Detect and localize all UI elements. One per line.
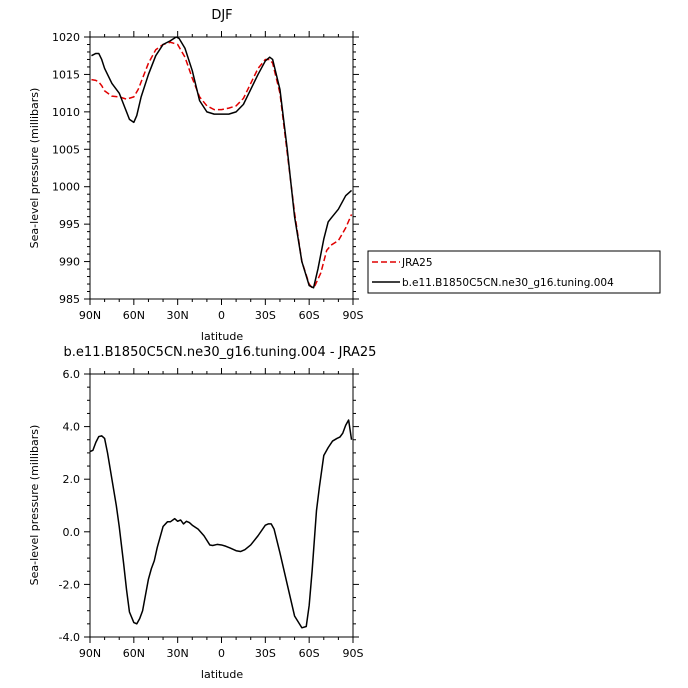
difference-x-tick-label: 60N [123,647,145,660]
pressure-y-tick-label: 1005 [52,143,80,156]
pressure-x-tick-label: 30S [255,309,276,322]
difference-y-axis-label: Sea-level pressure (millibars) [28,425,41,586]
difference-x-tick-label: 0 [218,647,225,660]
pressure-x-axis-label: latitude [201,330,243,343]
pressure-x-tick-label: 60N [123,309,145,322]
pressure-panel: DJF 90N 60N 30N 0 30S 60S 90S 985 990 995 1000 1005… [28,8,364,343]
pressure-y-tick-label: 985 [59,293,80,306]
difference-y-tick-label: 2.0 [63,473,81,486]
difference-y-tick-label: 6.0 [63,368,81,381]
legend: JRA25 b.e11.B1850C5CN.ne30_g16.tuning.00… [367,250,661,294]
difference-series-line-0 [89,419,353,629]
difference-x-tick-label: 30N [167,647,189,660]
pressure-x-tick-label: 90N [79,309,101,322]
pressure-series-group [91,36,353,289]
pressure-y-axis-label: Sea-level pressure (millibars) [28,88,41,249]
pressure-y-tick-label: 1000 [52,181,80,194]
difference-x-tick-label: 90N [79,647,101,660]
pressure-y-tick-label: 995 [59,218,80,231]
difference-panel-title: b.e11.B1850C5CN.ne30_g16.tuning.004 - JR… [64,345,377,360]
pressure-plot-frame [89,36,354,300]
difference-y-tick-label: 4.0 [63,421,81,434]
pressure-y-tick-label: 1015 [52,68,80,81]
difference-x-tick-label: 30S [255,647,276,660]
difference-panel: b.e11.B1850C5CN.ne30_g16.tuning.004 - JR… [28,345,376,681]
difference-x-axis-label: latitude [201,668,243,681]
legend-label-model: b.e11.B1850C5CN.ne30_g16.tuning.004 [402,277,614,289]
pressure-y-tick-label: 1010 [52,106,80,119]
pressure-series-line-0 [91,41,353,289]
difference-y-tick-label: -2.0 [59,578,80,591]
pressure-x-tick-label: 90S [343,309,364,322]
pressure-series-line-1 [91,36,353,289]
legend-box [367,250,661,294]
difference-series-group [89,419,353,629]
difference-y-tick-label: -4.0 [59,631,80,644]
difference-axes: 90N 60N 30N 0 30S 60S 90S -4.0 -2.0 0.0 2.0 4.0 6.0 [59,368,364,660]
pressure-x-tick-label: 30N [167,309,189,322]
pressure-panel-title: DJF [211,8,232,23]
pressure-x-tick-label: 0 [218,309,225,322]
legend-label-jra25: JRA25 [401,257,433,269]
difference-y-tick-label: 0.0 [63,526,81,539]
pressure-y-tick-label: 990 [59,256,80,269]
difference-x-tick-label: 90S [343,647,364,660]
pressure-y-tick-label: 1020 [52,31,80,44]
pressure-x-tick-label: 60S [299,309,320,322]
difference-plot-frame [89,373,354,638]
difference-x-tick-label: 60S [299,647,320,660]
pressure-axes: 90N 60N 30N 0 30S 60S 90S 985 990 995 1000 1005 1010… [52,31,364,322]
